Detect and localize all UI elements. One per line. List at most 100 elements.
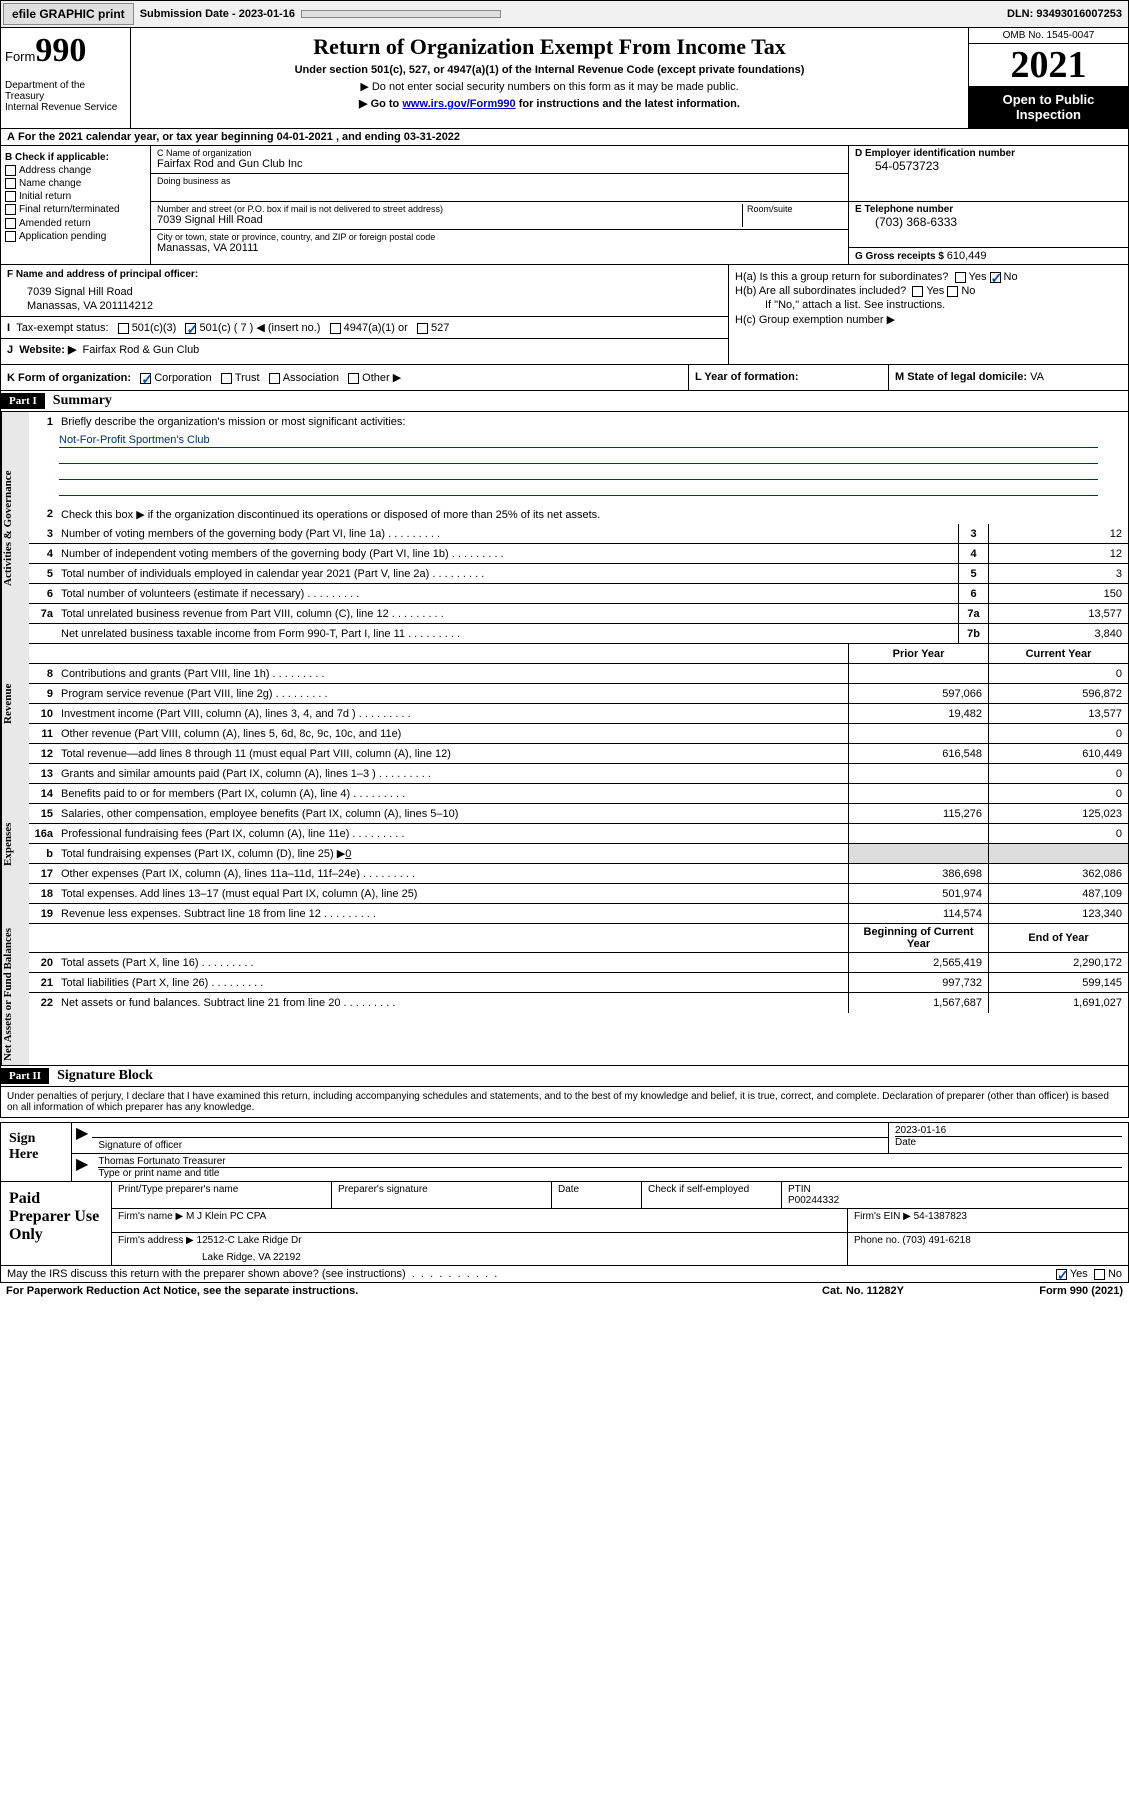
org-name-label: C Name of organization <box>157 148 842 158</box>
c17: 362,086 <box>988 864 1128 883</box>
ein-label: D Employer identification number <box>855 148 1122 159</box>
line15: Salaries, other compensation, employee b… <box>57 806 848 822</box>
form-title: Return of Organization Exempt From Incom… <box>143 34 956 60</box>
form-note1: ▶ Do not enter social security numbers o… <box>143 80 956 93</box>
form-label: Form <box>5 49 35 64</box>
line9: Program service revenue (Part VIII, line… <box>57 686 848 702</box>
chk-assoc[interactable] <box>269 373 280 384</box>
discuss-text: May the IRS discuss this return with the… <box>7 1268 1056 1280</box>
chk-discuss-no[interactable] <box>1094 1269 1105 1280</box>
p20: 2,565,419 <box>848 953 988 972</box>
line6-text: Total number of volunteers (estimate if … <box>57 586 958 602</box>
revenue-section: Revenue Prior YearCurrent Year 8Contribu… <box>0 644 1129 764</box>
line1-text: Briefly describe the organization's miss… <box>57 414 1128 430</box>
c22: 1,691,027 <box>988 993 1128 1013</box>
line17: Other expenses (Part IX, column (A), lin… <box>57 866 848 882</box>
p18: 501,974 <box>848 884 988 903</box>
p15: 115,276 <box>848 804 988 823</box>
line14: Benefits paid to or for members (Part IX… <box>57 786 848 802</box>
form-of-org: K Form of organization: Corporation Trus… <box>1 365 688 390</box>
chk-app-pending[interactable] <box>5 231 16 242</box>
p22: 1,567,687 <box>848 993 988 1013</box>
c9: 596,872 <box>988 684 1128 703</box>
prep-name-label: Print/Type preparer's name <box>112 1182 332 1208</box>
line4-text: Number of independent voting members of … <box>57 546 958 562</box>
p16b <box>848 844 988 863</box>
part1-title: Summary <box>45 391 120 411</box>
line4-val: 12 <box>988 544 1128 563</box>
tax-year: 2021 <box>969 44 1128 86</box>
c20: 2,290,172 <box>988 953 1128 972</box>
chk-other[interactable] <box>348 373 359 384</box>
chk-initial-return[interactable] <box>5 191 16 202</box>
mission-line3 <box>59 466 1098 480</box>
gross-receipts-value: 610,449 <box>947 250 987 262</box>
firm-name-cell: Firm's name ▶ M J Klein PC CPA <box>112 1209 848 1232</box>
line3-val: 12 <box>988 524 1128 543</box>
hc-label: H(c) Group exemption number ▶ <box>735 313 1122 326</box>
chk-4947[interactable] <box>330 323 341 334</box>
sig-arrow-icon: ▶ <box>72 1123 92 1153</box>
form-id-cell: Form990 Department of the Treasury Inter… <box>1 28 131 128</box>
ptin-cell: PTINP00244332 <box>782 1182 1128 1208</box>
part2-header-row: Part II Signature Block <box>0 1066 1129 1087</box>
p16a <box>848 824 988 843</box>
p13 <box>848 764 988 783</box>
line22: Net assets or fund balances. Subtract li… <box>57 995 848 1011</box>
c14: 0 <box>988 784 1128 803</box>
c13: 0 <box>988 764 1128 783</box>
chk-address-change[interactable] <box>5 165 16 176</box>
line21: Total liabilities (Part X, line 26) <box>57 975 848 991</box>
chk-trust[interactable] <box>221 373 232 384</box>
chk-ha-yes[interactable] <box>955 272 966 283</box>
form-footer: Form 990 (2021) <box>963 1285 1123 1297</box>
blank-button[interactable] <box>301 10 501 18</box>
part2-title: Signature Block <box>49 1066 161 1086</box>
mission-text: Not-For-Profit Sportmen's Club <box>59 434 1098 448</box>
line16b: Total fundraising expenses (Part IX, col… <box>57 845 848 862</box>
col-b-header: B Check if applicable: <box>5 152 146 163</box>
net-assets-section: Net Assets or Fund Balances Beginning of… <box>0 924 1129 1066</box>
vtab-revenue: Revenue <box>1 644 29 764</box>
prep-date-label: Date <box>552 1182 642 1208</box>
line2-text: Check this box ▶ if the organization dis… <box>57 506 1128 523</box>
sign-here-label: Sign Here <box>1 1123 71 1181</box>
ein-value: 54-0573723 <box>855 159 1122 173</box>
chk-501c3[interactable] <box>118 323 129 334</box>
dba-label: Doing business as <box>157 176 842 186</box>
row-fgh: F Name and address of principal officer:… <box>0 265 1129 365</box>
chk-name-change[interactable] <box>5 178 16 189</box>
chk-final-return[interactable] <box>5 204 16 215</box>
chk-discuss-yes[interactable] <box>1056 1269 1067 1280</box>
efile-print-button[interactable]: efile GRAPHIC print <box>3 3 134 25</box>
p10: 19,482 <box>848 704 988 723</box>
dln-label: DLN: 93493016007253 <box>1007 8 1128 20</box>
line11: Other revenue (Part VIII, column (A), li… <box>57 726 848 742</box>
signature-declaration: Under penalties of perjury, I declare th… <box>0 1087 1129 1118</box>
sig-arrow-icon2: ▶ <box>72 1154 92 1181</box>
chk-ha-no[interactable] <box>990 272 1001 283</box>
line19: Revenue less expenses. Subtract line 18 … <box>57 906 848 922</box>
city-value: Manassas, VA 20111 <box>157 242 842 254</box>
p8 <box>848 664 988 683</box>
phone-value: (703) 368-6333 <box>855 215 1122 229</box>
line13: Grants and similar amounts paid (Part IX… <box>57 766 848 782</box>
chk-corp[interactable] <box>140 373 151 384</box>
irs-link[interactable]: www.irs.gov/Form990 <box>402 98 515 110</box>
street-label: Number and street (or P.O. box if mail i… <box>157 204 742 214</box>
chk-hb-yes[interactable] <box>912 286 923 297</box>
line7b-val: 3,840 <box>988 624 1128 643</box>
prep-self-label: Check if self-employed <box>642 1182 782 1208</box>
prior-year-hdr: Prior Year <box>848 644 988 663</box>
chk-527[interactable] <box>417 323 428 334</box>
chk-amended[interactable] <box>5 218 16 229</box>
line7a-text: Total unrelated business revenue from Pa… <box>57 606 958 622</box>
section-bc: B Check if applicable: Address change Na… <box>0 146 1129 265</box>
cat-no: Cat. No. 11282Y <box>763 1285 963 1297</box>
c10: 13,577 <box>988 704 1128 723</box>
col-c-org-info: C Name of organization Fairfax Rod and G… <box>151 146 848 264</box>
chk-501c[interactable] <box>185 323 196 334</box>
p21: 997,732 <box>848 973 988 992</box>
chk-hb-no[interactable] <box>947 286 958 297</box>
line8: Contributions and grants (Part VIII, lin… <box>57 666 848 682</box>
